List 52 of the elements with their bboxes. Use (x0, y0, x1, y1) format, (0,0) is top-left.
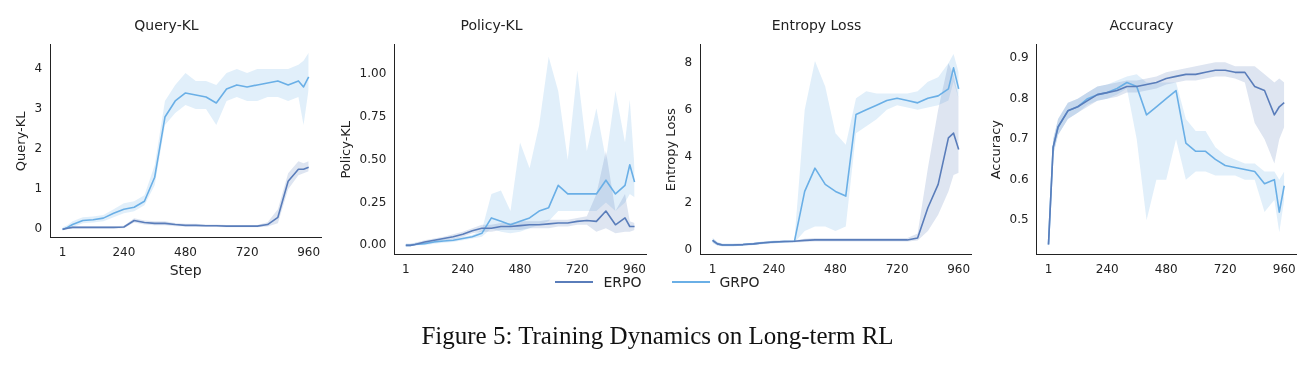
y-tick-label: 0.25 (359, 194, 387, 209)
y-axis-title: Query-KL (13, 110, 29, 172)
x-tick-label: 720 (885, 261, 909, 276)
y-axis-title: Policy-KL (338, 120, 354, 179)
y-tick-label: 0.75 (359, 108, 387, 123)
x-axis-title: Step (169, 262, 202, 279)
y-tick-label: 0.50 (359, 151, 387, 166)
y-tick-label: 0 (684, 241, 693, 256)
x-tick-label: 960 (947, 261, 971, 276)
x-tick-label: 480 (1154, 261, 1178, 276)
x-tick-label: 960 (1272, 261, 1296, 276)
x-tick-label: 240 (112, 245, 136, 260)
x-tick-label: 960 (297, 245, 321, 260)
y-tick-label: 0.00 (359, 237, 387, 252)
y-tick-label: 2 (34, 141, 43, 156)
y-tick-label: 0.5 (1009, 212, 1029, 227)
x-tick-label: 240 (762, 261, 786, 276)
y-tick-label: 8 (684, 55, 693, 70)
x-tick-label: 1 (401, 261, 410, 276)
y-tick-label: 0.7 (1009, 131, 1029, 146)
y-tick-label: 0.8 (1009, 90, 1029, 105)
y-tick-label: 0.9 (1009, 50, 1029, 65)
y-tick-label: 1 (34, 181, 43, 196)
y-axis-title: Entropy Loss (663, 107, 679, 192)
x-tick-label: 240 (451, 261, 475, 276)
x-tick-label: 480 (508, 261, 532, 276)
x-tick-label: 720 (565, 261, 589, 276)
x-tick-label: 240 (1095, 261, 1119, 276)
x-tick-label: 960 (623, 261, 646, 276)
x-tick-label: 1 (708, 261, 717, 276)
chart-title: Entropy Loss (771, 17, 862, 34)
chart-title: Policy-KL (460, 17, 523, 34)
x-tick-label: 720 (1213, 261, 1237, 276)
y-tick-label: 2 (684, 195, 693, 210)
y-tick-label: 0 (34, 221, 43, 236)
y-tick-label: 1.00 (359, 66, 387, 81)
y-tick-label: 3 (34, 101, 43, 116)
x-tick-label: 480 (174, 245, 197, 260)
x-tick-label: 720 (235, 245, 259, 260)
chart-title: Accuracy (1109, 17, 1174, 34)
caption: Figure 5: Training Dynamics on Long-term RL (420, 322, 895, 350)
x-tick-label: 1 (1044, 261, 1053, 276)
y-tick-label: 6 (684, 101, 693, 116)
x-tick-label: 480 (824, 261, 847, 276)
chart-title: Query-KL (134, 17, 199, 34)
y-axis-title: Accuracy (988, 119, 1004, 180)
x-tick-label: 1 (58, 245, 67, 260)
legend-label: ERPO (603, 274, 642, 290)
y-tick-label: 4 (684, 148, 693, 163)
y-tick-label: 0.6 (1009, 171, 1029, 186)
y-tick-label: 4 (34, 61, 43, 75)
legend-label: GRPO (719, 274, 760, 290)
